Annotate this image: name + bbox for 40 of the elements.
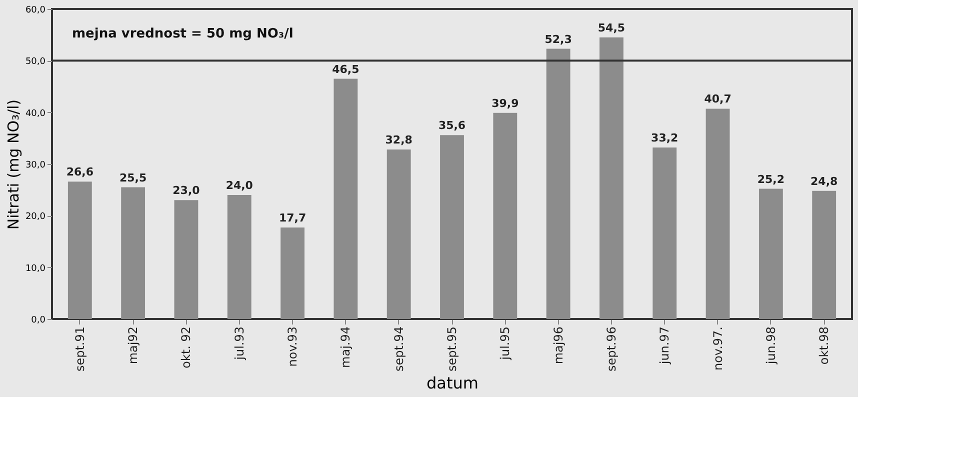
x-tick-label: jul.93 <box>232 326 246 361</box>
data-label: 39,9 <box>492 96 519 110</box>
x-tick-label: nov.97. <box>710 326 725 371</box>
data-label: 32,8 <box>385 134 412 147</box>
x-tick-label: jun.98 <box>764 326 778 366</box>
y-tick-label: 20,0 <box>25 212 46 222</box>
y-axis-title: Nitrati (mg NO₃/l) <box>4 99 22 230</box>
data-label: 46,5 <box>332 62 360 76</box>
data-label: 52,3 <box>544 32 572 46</box>
data-label: 40,7 <box>704 92 732 106</box>
x-tick-label: sept.91 <box>72 326 87 372</box>
data-label: 35,6 <box>438 119 466 132</box>
x-tick-label: okt. 92 <box>179 326 194 368</box>
y-tick-label: 50,0 <box>25 57 46 68</box>
y-tick-label: 10,0 <box>25 264 46 274</box>
x-tick-label: sept.96 <box>604 326 618 372</box>
data-label: 23,0 <box>172 184 200 198</box>
x-tick-label: sept.94 <box>392 326 406 372</box>
x-tick-label: jun.97 <box>658 326 672 366</box>
x-tick-label: okt.98 <box>817 326 832 365</box>
y-tick-label: 0,0 <box>31 316 46 326</box>
ref-line-label: mejna vrednost = 50 mg NO₃/l <box>72 26 294 42</box>
x-tick-label: jul.95 <box>498 326 512 361</box>
data-label: 26,6 <box>66 166 94 179</box>
data-label: 24,8 <box>810 174 838 188</box>
y-tick-label: 30,0 <box>25 160 46 170</box>
data-label: 33,2 <box>651 131 678 144</box>
x-tick-label: maj96 <box>551 326 566 364</box>
data-label: 25,2 <box>757 172 785 186</box>
x-tick-label: nov.93 <box>286 326 300 367</box>
data-label: 54,5 <box>598 21 626 34</box>
x-tick-label: sept.95 <box>445 326 459 372</box>
data-label: 17,7 <box>278 212 306 225</box>
y-tick-label: 40,0 <box>25 108 46 119</box>
data-label: 25,5 <box>119 171 147 184</box>
x-axis-title: datum <box>426 374 478 393</box>
x-tick-label: maj92 <box>126 326 140 364</box>
y-tick-label: 60,0 <box>25 6 46 16</box>
data-label: 24,0 <box>226 179 254 192</box>
x-tick-label: maj.94 <box>338 326 353 368</box>
